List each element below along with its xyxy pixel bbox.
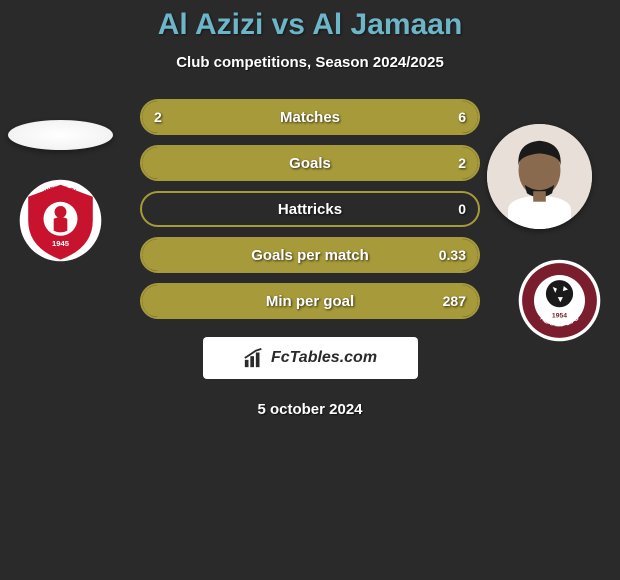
stat-label: Matches (280, 109, 340, 126)
stats-area: 2 Matches 6 Goals 2 Hattricks 0 Goals per match… (0, 99, 620, 319)
stat-label: Min per goal (266, 293, 354, 310)
stat-row: Goals per match 0.33 (140, 237, 480, 273)
stat-row: 2 Matches 6 (140, 99, 480, 135)
stat-right-value: 0 (458, 201, 466, 217)
brand-text: FcTables.com (271, 349, 377, 367)
stat-left-value: 2 (154, 109, 162, 125)
stat-right-value: 287 (443, 293, 466, 309)
stat-row: Min per goal 287 (140, 283, 480, 319)
stat-label: Goals per match (251, 247, 369, 264)
infographic-container: Al Azizi vs Al Jamaan Club competitions,… (0, 0, 620, 580)
chart-icon (243, 347, 265, 369)
stat-right-value: 0.33 (439, 247, 466, 263)
stat-label: Hattricks (278, 201, 342, 218)
stat-row: Hattricks 0 (140, 191, 480, 227)
subtitle: Club competitions, Season 2024/2025 (0, 54, 620, 71)
stat-fill-right (226, 101, 478, 133)
brand-box[interactable]: FcTables.com (203, 337, 418, 379)
stat-row: Goals 2 (140, 145, 480, 181)
stat-label: Goals (289, 155, 331, 172)
stat-right-value: 6 (458, 109, 466, 125)
page-title: Al Azizi vs Al Jamaan (0, 8, 620, 42)
stat-right-value: 2 (458, 155, 466, 171)
date-line: 5 october 2024 (0, 401, 620, 418)
